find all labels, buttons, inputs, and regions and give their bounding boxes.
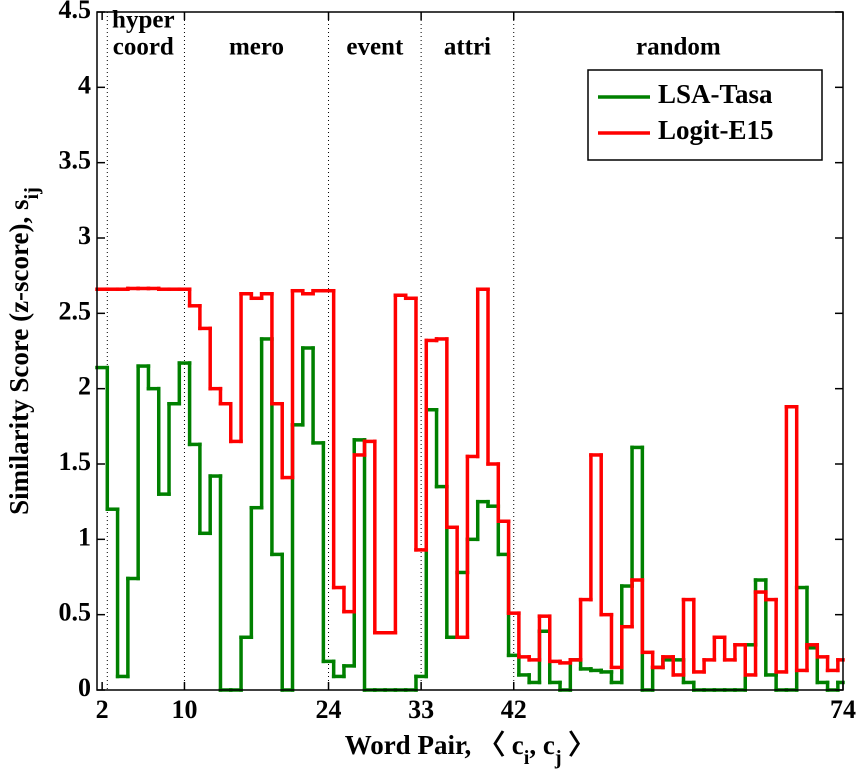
- region-label: hyper: [112, 7, 175, 34]
- y-tick-label: 4: [78, 70, 91, 99]
- x-tick-label: 24: [316, 695, 342, 724]
- y-tick-label: 0: [78, 673, 91, 702]
- x-axis-label-part: j: [554, 747, 562, 769]
- plot-frame: [96, 11, 844, 691]
- y-tick-label: 2.5: [59, 296, 92, 325]
- y-tick-label: 4.5: [59, 0, 92, 24]
- series: [95, 337, 845, 692]
- y-tick-label: 3: [78, 221, 91, 250]
- x-tick-label: 33: [408, 695, 434, 724]
- region-label: attri: [444, 34, 491, 61]
- y-tick-label: 1.5: [59, 447, 92, 476]
- x-axis-label: Word Pair, 〈 ci, cj 〉: [345, 730, 596, 768]
- y-tick-label: 1: [78, 522, 91, 551]
- x-axis-label-part: 〉: [562, 730, 596, 760]
- region-label: random: [636, 34, 721, 61]
- legend: LSA-Tasa Logit-E15: [587, 69, 823, 161]
- legend-label: Logit-E15: [658, 115, 774, 145]
- x-axis-label-part: Word Pair, 〈 c: [345, 730, 524, 760]
- y-tick-label: 3.5: [59, 146, 92, 175]
- y-axis-label-part: Similarity Score (z-score), s: [4, 199, 34, 514]
- y-tick-label: 0.5: [59, 598, 92, 627]
- x-axis-label-part: i: [524, 747, 530, 769]
- x-tick-label: 42: [501, 695, 527, 724]
- legend-box: [587, 69, 823, 161]
- x-tick-label: 10: [171, 695, 197, 724]
- y-axis-label-part: ij: [21, 187, 43, 199]
- region-label: mero: [229, 34, 284, 61]
- region-label: coord: [113, 34, 174, 61]
- x-tick-label: 74: [830, 695, 856, 724]
- x-tick-label: 2: [96, 695, 109, 724]
- y-axis-label: Similarity Score (z-score), sij: [4, 187, 42, 515]
- region-label: event: [346, 34, 404, 61]
- y-tick-label: 2: [78, 372, 91, 401]
- series: [95, 286, 845, 677]
- legend-label: LSA-Tasa: [658, 79, 773, 109]
- x-axis-label-part: , c: [529, 730, 555, 760]
